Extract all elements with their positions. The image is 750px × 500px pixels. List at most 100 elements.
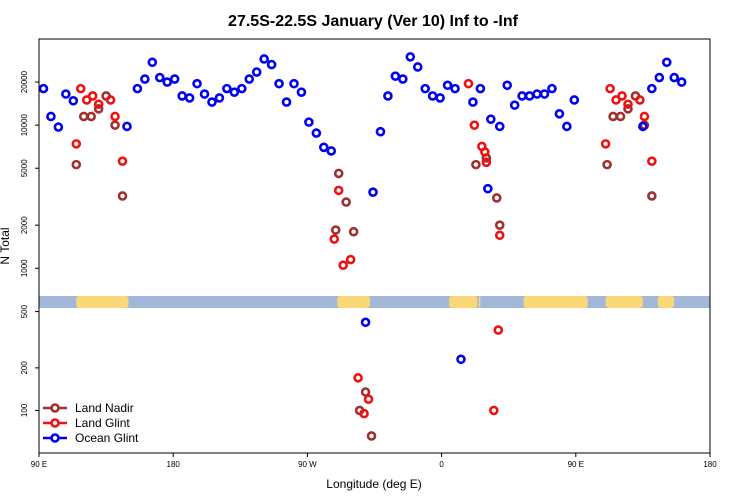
ocean-glint-point xyxy=(375,126,386,137)
land-nadir-point xyxy=(71,159,82,170)
y-tick-label: 500 xyxy=(20,304,29,318)
land-nadir-point xyxy=(602,159,612,170)
ocean-glint-point xyxy=(368,187,378,198)
land-segment-6 xyxy=(657,296,675,308)
ocean-glint-point xyxy=(53,122,64,132)
ocean-glint-point xyxy=(562,121,572,132)
plot-frame xyxy=(38,38,711,454)
x-axis-label: Longitude (deg E) xyxy=(326,477,421,491)
y-axis-label: N Total xyxy=(0,227,12,264)
ocean-glint-point xyxy=(435,93,445,103)
land-segment-2 xyxy=(449,296,478,308)
ocean-glint-point xyxy=(360,317,371,328)
ocean-glint-point xyxy=(569,95,580,105)
ocean-glint-point xyxy=(456,354,466,365)
land-nadir-point xyxy=(117,191,128,201)
land-nadir-point xyxy=(330,225,341,235)
land-nadir-point xyxy=(93,104,104,114)
y-axis-ticks: 100 200 500 1000 2000 5000 10000 20000 xyxy=(20,70,39,417)
land-glint-point xyxy=(345,254,356,265)
legend-label-ocean-glint: Ocean Glint xyxy=(75,431,139,445)
land-nadir-point xyxy=(78,111,89,122)
ocean-glint-point xyxy=(199,89,210,99)
land-glint-point xyxy=(359,408,369,419)
land-glint-point xyxy=(605,83,615,94)
ocean-glint-point xyxy=(169,74,180,84)
data-points xyxy=(38,52,687,441)
ocean-glint-point xyxy=(177,91,187,101)
land-glint-point xyxy=(617,91,627,101)
ocean-glint-point xyxy=(38,83,49,94)
ocean-glint-point xyxy=(304,117,314,127)
land-nadir-point xyxy=(471,159,481,170)
ocean-glint-point xyxy=(509,100,520,110)
y-tick-label: 200 xyxy=(20,361,29,375)
chart-title: 27.5S-22.5S January (Ver 10) Inf to -Inf xyxy=(228,13,519,30)
ocean-glint-point xyxy=(647,83,657,94)
ocean-glint-point xyxy=(475,83,486,94)
land-glint-point xyxy=(110,111,120,122)
ocean-glint-point xyxy=(420,83,430,94)
ocean-glint-point xyxy=(289,78,299,89)
ocean-glint-point xyxy=(296,87,307,97)
legend-label-land-nadir: Land Nadir xyxy=(75,401,134,415)
land-glint-point xyxy=(481,157,492,168)
land-segment-3 xyxy=(478,296,481,308)
x-tick-label: 180 xyxy=(167,460,181,469)
land-nadir-point xyxy=(494,220,505,230)
x-tick-label: 90 E xyxy=(568,460,584,469)
land-nadir-point xyxy=(110,120,120,130)
land-segment-5 xyxy=(605,296,643,308)
ocean-glint-point xyxy=(244,74,255,84)
land-glint-point xyxy=(623,99,633,110)
ocean-glint-point xyxy=(229,87,240,97)
ocean-glint-point xyxy=(398,74,408,84)
land-segment-1 xyxy=(337,296,371,308)
legend-marker-ocean-glint xyxy=(50,433,60,443)
ocean-glint-point xyxy=(154,72,165,83)
legend-label-land-glint: Land Glint xyxy=(75,416,130,430)
land-glint-point xyxy=(117,156,128,166)
ocean-glint-point xyxy=(207,97,217,107)
ocean-glint-point xyxy=(661,57,672,68)
ocean-glint-point xyxy=(405,52,416,62)
ocean-glint-point xyxy=(251,67,262,77)
ocean-glint-point xyxy=(281,97,292,107)
ocean-glint-point xyxy=(266,59,277,70)
land-ocean-strip xyxy=(39,296,710,308)
ocean-glint-point xyxy=(311,128,322,138)
land-nadir-point xyxy=(491,193,502,203)
land-glint-point xyxy=(639,111,650,122)
ocean-glint-point xyxy=(427,91,438,101)
ocean-glint-point xyxy=(412,62,423,72)
land-nadir-point xyxy=(341,197,351,207)
ocean-glint-point xyxy=(122,121,132,132)
land-nadir-point xyxy=(86,111,96,122)
ocean-glint-point xyxy=(468,97,478,107)
land-glint-point xyxy=(105,95,116,105)
ocean-glint-point xyxy=(654,72,665,83)
ocean-glint-point xyxy=(214,93,225,103)
x-tick-label: 180 xyxy=(703,460,717,469)
ocean-glint-point xyxy=(532,89,542,99)
ocean-glint-point xyxy=(46,111,56,122)
land-glint-point xyxy=(493,325,504,335)
land-nadir-point xyxy=(333,168,344,179)
legend-marker-land-nadir xyxy=(50,403,60,413)
y-tick-label: 20000 xyxy=(20,70,29,93)
land-nadir-point xyxy=(366,431,377,441)
land-nadir-point xyxy=(608,111,618,122)
ocean-glint-point xyxy=(638,121,648,132)
x-tick-label: 90 E xyxy=(31,460,47,469)
land-glint-point xyxy=(93,99,104,110)
ocean-glint-point xyxy=(326,146,337,156)
ocean-glint-point xyxy=(524,91,535,101)
land-glint-point xyxy=(494,230,505,241)
ocean-glint-point xyxy=(140,74,150,84)
ocean-glint-point xyxy=(184,93,195,103)
ocean-glint-point xyxy=(192,78,202,89)
land-glint-point xyxy=(480,147,490,157)
land-glint-point xyxy=(463,78,474,89)
